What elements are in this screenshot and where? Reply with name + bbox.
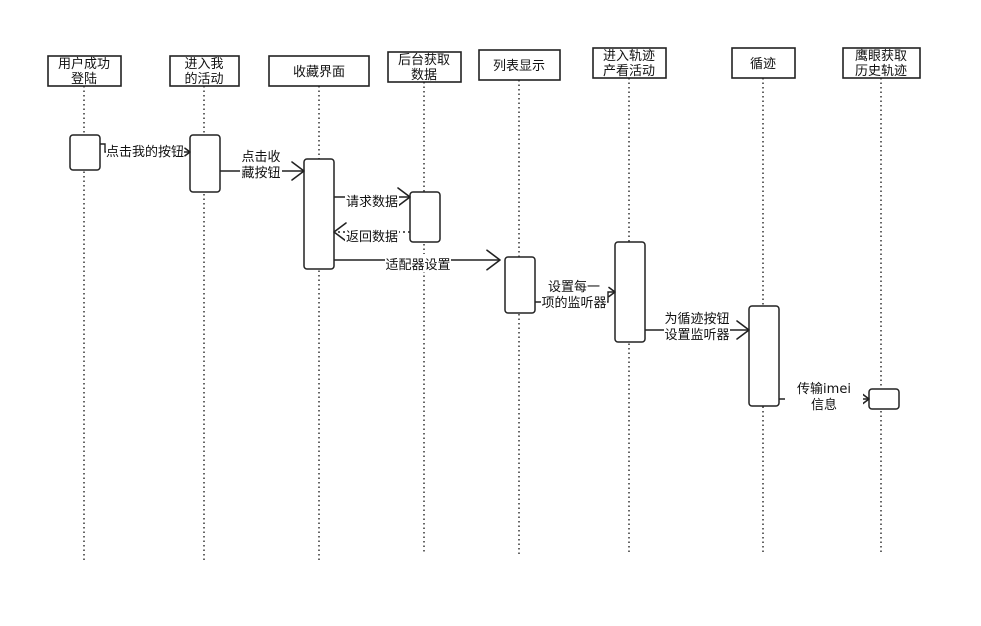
activation-bar-login: [69, 134, 101, 171]
actor-label: 列表显示: [493, 59, 545, 74]
actor-loop: 循迹: [731, 47, 796, 79]
message-label: 设置每一: [548, 279, 600, 295]
actor-label: 后台获取: [398, 53, 450, 68]
activation-bar-loop: [748, 305, 780, 407]
message-label: 为循迹按钮: [664, 312, 729, 327]
actor-label: 循迹: [750, 57, 776, 72]
message-label-bg: [785, 378, 863, 412]
message-return-data: 返回数据: [333, 222, 410, 245]
message-label: 点击我的按钮: [106, 144, 184, 160]
arrowhead: [291, 161, 305, 181]
message-label: 请求数据: [346, 195, 398, 210]
message-label: 设置监听器: [664, 328, 729, 343]
message-label-bg: [385, 254, 451, 272]
actor-box: [731, 47, 796, 79]
actor-box: [387, 51, 462, 83]
message-label-bg: [345, 191, 399, 209]
message-label-bg: [106, 141, 184, 159]
actor-list: 列表显示: [478, 49, 561, 81]
actor-label: 鹰眼获取: [855, 48, 907, 64]
arrowhead: [736, 320, 750, 340]
actor-box: [478, 49, 561, 81]
activation-bar-my-activity: [189, 134, 221, 193]
actor-label: 产看活动: [603, 63, 655, 79]
actor-box: [268, 55, 370, 87]
actor-box: [169, 55, 240, 87]
actor-box: [47, 55, 122, 87]
message-label-bg: [664, 308, 730, 342]
message-label-bg: [345, 226, 399, 244]
actor-label: 进入我: [184, 57, 223, 72]
activation-bar-favorites: [303, 158, 335, 270]
message-label-bg: [240, 146, 282, 180]
actor-label: 用户成功: [58, 56, 110, 72]
activation-bar-track: [614, 241, 646, 343]
actor-label: 登陆: [71, 71, 97, 87]
message-label-bg: [541, 276, 607, 310]
message-label: 返回数据: [346, 230, 398, 245]
actor-label: 收藏界面: [293, 65, 345, 80]
message-label: 信息: [811, 397, 837, 413]
activation-bar-eagle-eye: [868, 388, 900, 410]
actor-label: 进入轨迹: [603, 49, 655, 64]
actor-favorites: 收藏界面: [268, 55, 370, 87]
arrowhead: [397, 187, 411, 207]
actor-box: [592, 47, 667, 79]
actor-label: 数据: [411, 68, 437, 83]
message-adapter-settings: 适配器设置: [334, 249, 501, 273]
message-click-my-button: 点击我的按钮: [100, 141, 191, 160]
arrowhead: [608, 286, 616, 298]
message-label: 点击收: [241, 150, 280, 165]
actor-box: [842, 47, 921, 79]
arrowhead: [486, 249, 501, 271]
actor-label: 历史轨迹: [855, 64, 907, 79]
activation-bar-backend: [409, 191, 441, 243]
activation-bar-list: [504, 256, 536, 314]
message-label: 适配器设置: [385, 258, 450, 273]
arrowhead: [333, 222, 347, 242]
actor-label: 的活动: [184, 71, 223, 87]
message-label: 藏按钮: [241, 166, 280, 181]
arrowhead: [184, 147, 191, 157]
message-label: 项的监听器: [541, 295, 606, 311]
message-request-data: 请求数据: [334, 187, 411, 210]
message-label: 传输imei: [797, 381, 851, 397]
